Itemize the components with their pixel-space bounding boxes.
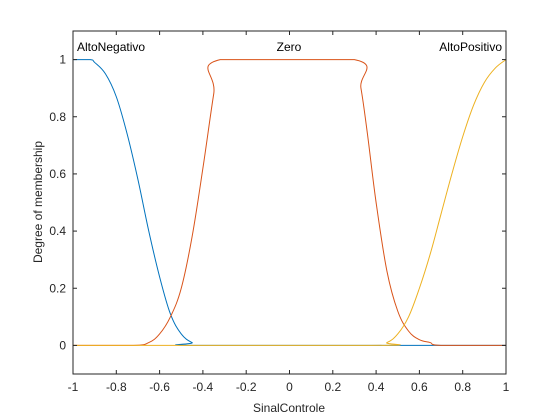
mf-label-altonegativo: AltoNegativo (77, 40, 145, 54)
y-tick-label: 0.2 (49, 281, 66, 295)
y-tick-label: 1 (59, 53, 66, 67)
x-tick-label: -0.4 (193, 380, 214, 394)
x-tick-label: -0.8 (106, 380, 127, 394)
y-tick-label: 0.4 (49, 224, 66, 238)
mf-label-zero: Zero (277, 40, 302, 54)
x-tick-label: 0.6 (411, 380, 428, 394)
y-axis-label: Degree of membership (31, 141, 45, 263)
y-tick-label: 0 (59, 338, 66, 352)
series-layer (72, 59, 507, 346)
series-line-zero (72, 59, 506, 346)
x-tick-label: -0.6 (149, 380, 170, 394)
y-tick-label: 0.8 (49, 110, 66, 124)
x-tick-label: 0.2 (324, 380, 341, 394)
x-tick-label: -0.2 (236, 380, 257, 394)
x-tick-label: 0.4 (368, 380, 385, 394)
y-tick-label: 0.6 (49, 167, 66, 181)
x-tick-label: 1 (503, 380, 510, 394)
x-axis-label: SinalControle (253, 401, 325, 415)
mf-label-altopositivo: AltoPositivo (439, 40, 502, 54)
x-tick-label: 0 (286, 380, 293, 394)
plot-area (73, 31, 506, 374)
x-tick-label: 0.8 (454, 380, 471, 394)
x-tick-label: -1 (68, 380, 79, 394)
series-line-altopositivo (72, 59, 507, 346)
